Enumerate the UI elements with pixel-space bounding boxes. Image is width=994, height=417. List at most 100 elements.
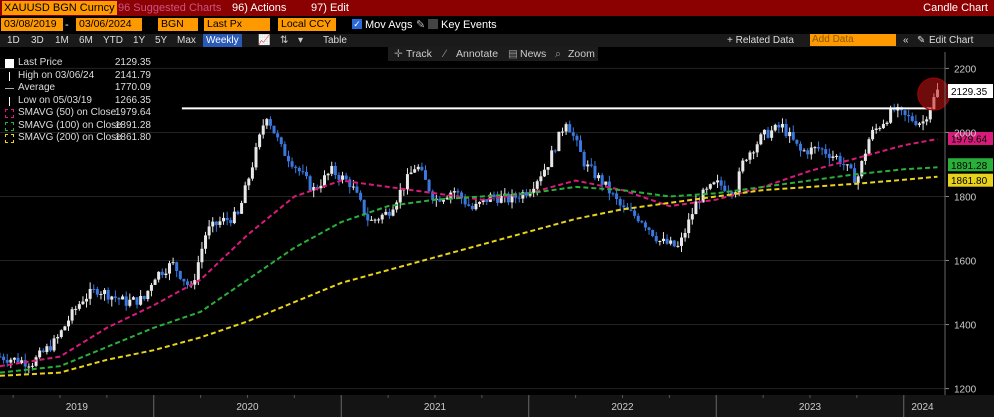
candle-body bbox=[250, 167, 254, 179]
timeframe-1y[interactable]: 1Y bbox=[133, 35, 146, 46]
start-date-field[interactable]: 03/08/2019 bbox=[1, 18, 63, 31]
source-field[interactable]: BGN bbox=[158, 18, 198, 31]
candle-body bbox=[878, 128, 882, 130]
candle-body bbox=[380, 214, 384, 220]
zoom-tool[interactable]: Zoom bbox=[568, 48, 595, 60]
candle-body bbox=[903, 110, 907, 115]
candle-body bbox=[304, 171, 308, 177]
wrench-icon[interactable]: ✎ bbox=[917, 35, 926, 46]
candle-body bbox=[182, 278, 186, 282]
annotate-icon[interactable]: ∕ bbox=[444, 48, 446, 60]
news-icon[interactable]: ▤ bbox=[508, 48, 518, 60]
candle-body bbox=[809, 147, 813, 155]
timeframe-max[interactable]: Max bbox=[177, 35, 196, 46]
candle-body bbox=[885, 122, 889, 124]
candlesticks bbox=[0, 82, 939, 374]
news-tool[interactable]: News bbox=[520, 48, 547, 60]
add-data-input[interactable]: Add Data bbox=[810, 34, 896, 46]
annotate-tool[interactable]: Annotate bbox=[456, 48, 499, 60]
candle-body bbox=[124, 296, 128, 306]
currency-select[interactable]: Local CCY bbox=[278, 18, 336, 31]
candle-body bbox=[640, 221, 644, 223]
candle-body bbox=[723, 185, 727, 191]
candle-body bbox=[629, 209, 633, 211]
chevron-down-icon[interactable]: ▾ bbox=[298, 35, 304, 46]
actions-menu[interactable]: 96) Actions bbox=[232, 2, 287, 14]
candle-body bbox=[323, 175, 327, 186]
legend-row[interactable]: Last Price 2129.35 bbox=[3, 57, 153, 70]
date-separator: - bbox=[65, 19, 69, 31]
candle-body bbox=[474, 203, 478, 210]
last-price-box bbox=[948, 84, 993, 99]
candle-body bbox=[499, 195, 503, 203]
mov-avgs-label[interactable]: Mov Avgs bbox=[365, 19, 413, 31]
table-button[interactable]: Table bbox=[323, 35, 347, 46]
candle-body bbox=[23, 360, 27, 367]
legend-panel: Last Price 2129.35 High on 03/06/24 2141… bbox=[3, 57, 153, 145]
candle-body bbox=[824, 149, 828, 154]
candle-body bbox=[867, 139, 871, 154]
timeframe-6m[interactable]: 6M bbox=[79, 35, 93, 46]
legend-row[interactable]: SMAVG (200) on Close 1861.80 bbox=[3, 132, 153, 145]
periodicity-select[interactable]: Weekly bbox=[203, 34, 242, 47]
candle-body bbox=[52, 338, 56, 351]
key-events-label[interactable]: Key Events bbox=[441, 19, 497, 31]
candle-body bbox=[344, 175, 348, 180]
candle-body bbox=[330, 165, 334, 174]
candle-body bbox=[705, 188, 709, 190]
field-select[interactable]: Last Px bbox=[204, 18, 270, 31]
ma-value-label: 1891.28 bbox=[951, 161, 988, 172]
candle-body bbox=[564, 124, 568, 132]
candle-body bbox=[333, 165, 337, 176]
timeframe-1m[interactable]: 1M bbox=[55, 35, 69, 46]
edit-menu[interactable]: 97) Edit bbox=[311, 2, 349, 14]
related-data-button[interactable]: + Related Data bbox=[727, 35, 794, 46]
candle-type-icon[interactable]: ⇅ bbox=[280, 35, 289, 46]
legend-row[interactable]: Average 1770.09 bbox=[3, 82, 153, 95]
candle-body bbox=[550, 150, 554, 168]
timeframe-3d[interactable]: 3D bbox=[31, 35, 44, 46]
legend-row[interactable]: SMAVG (50) on Close 1979.64 bbox=[3, 107, 153, 120]
candle-body bbox=[157, 271, 161, 280]
track-icon[interactable]: ✛ bbox=[394, 48, 403, 60]
timeframe-1d[interactable]: 1D bbox=[7, 35, 20, 46]
candle-body bbox=[881, 123, 885, 129]
candle-body bbox=[387, 211, 391, 216]
back-arrow-icon[interactable]: « bbox=[903, 35, 909, 46]
timeframe-ytd[interactable]: YTD bbox=[103, 35, 123, 46]
track-tool[interactable]: Track bbox=[406, 48, 432, 60]
legend-row[interactable]: High on 03/06/24 2141.79 bbox=[3, 70, 153, 83]
line-chart-icon[interactable]: 📈 bbox=[258, 35, 271, 46]
candle-body bbox=[196, 262, 200, 281]
ma-value-box bbox=[948, 173, 993, 187]
candle-body bbox=[817, 147, 821, 149]
candle-body bbox=[121, 296, 125, 300]
candle-body bbox=[506, 193, 510, 203]
legend-row[interactable]: SMAVG (100) on Close 1891.28 bbox=[3, 120, 153, 133]
candle-body bbox=[186, 281, 189, 285]
candle-body bbox=[687, 219, 691, 234]
candle-body bbox=[676, 245, 680, 247]
suggested-charts-button[interactable]: 96 Suggested Charts bbox=[118, 2, 222, 14]
candle-body bbox=[535, 181, 539, 189]
candle-body bbox=[842, 164, 846, 166]
legend-value: 2141.79 bbox=[114, 69, 151, 81]
candle-body bbox=[838, 155, 842, 165]
candle-body bbox=[748, 152, 752, 160]
zoom-icon[interactable]: ⌕ bbox=[555, 48, 561, 60]
candle-body bbox=[229, 220, 233, 224]
mov-avgs-checkbox[interactable]: ✓ bbox=[352, 19, 362, 29]
key-events-checkbox[interactable] bbox=[428, 19, 438, 29]
end-date-field[interactable]: 03/06/2024 bbox=[76, 18, 142, 31]
legend-swatch bbox=[5, 134, 14, 143]
pencil-icon[interactable]: ✎ bbox=[416, 19, 426, 31]
timeframe-5y[interactable]: 5Y bbox=[155, 35, 168, 46]
candle-body bbox=[661, 238, 665, 242]
candle-body bbox=[647, 227, 651, 230]
ticker-label[interactable]: XAUUSD BGN Curncy bbox=[2, 1, 117, 15]
candle-body bbox=[802, 150, 806, 152]
candle-body bbox=[359, 192, 363, 200]
legend-row[interactable]: Low on 05/03/19 1266.35 bbox=[3, 95, 153, 108]
edit-chart-button[interactable]: Edit Chart bbox=[929, 35, 974, 46]
